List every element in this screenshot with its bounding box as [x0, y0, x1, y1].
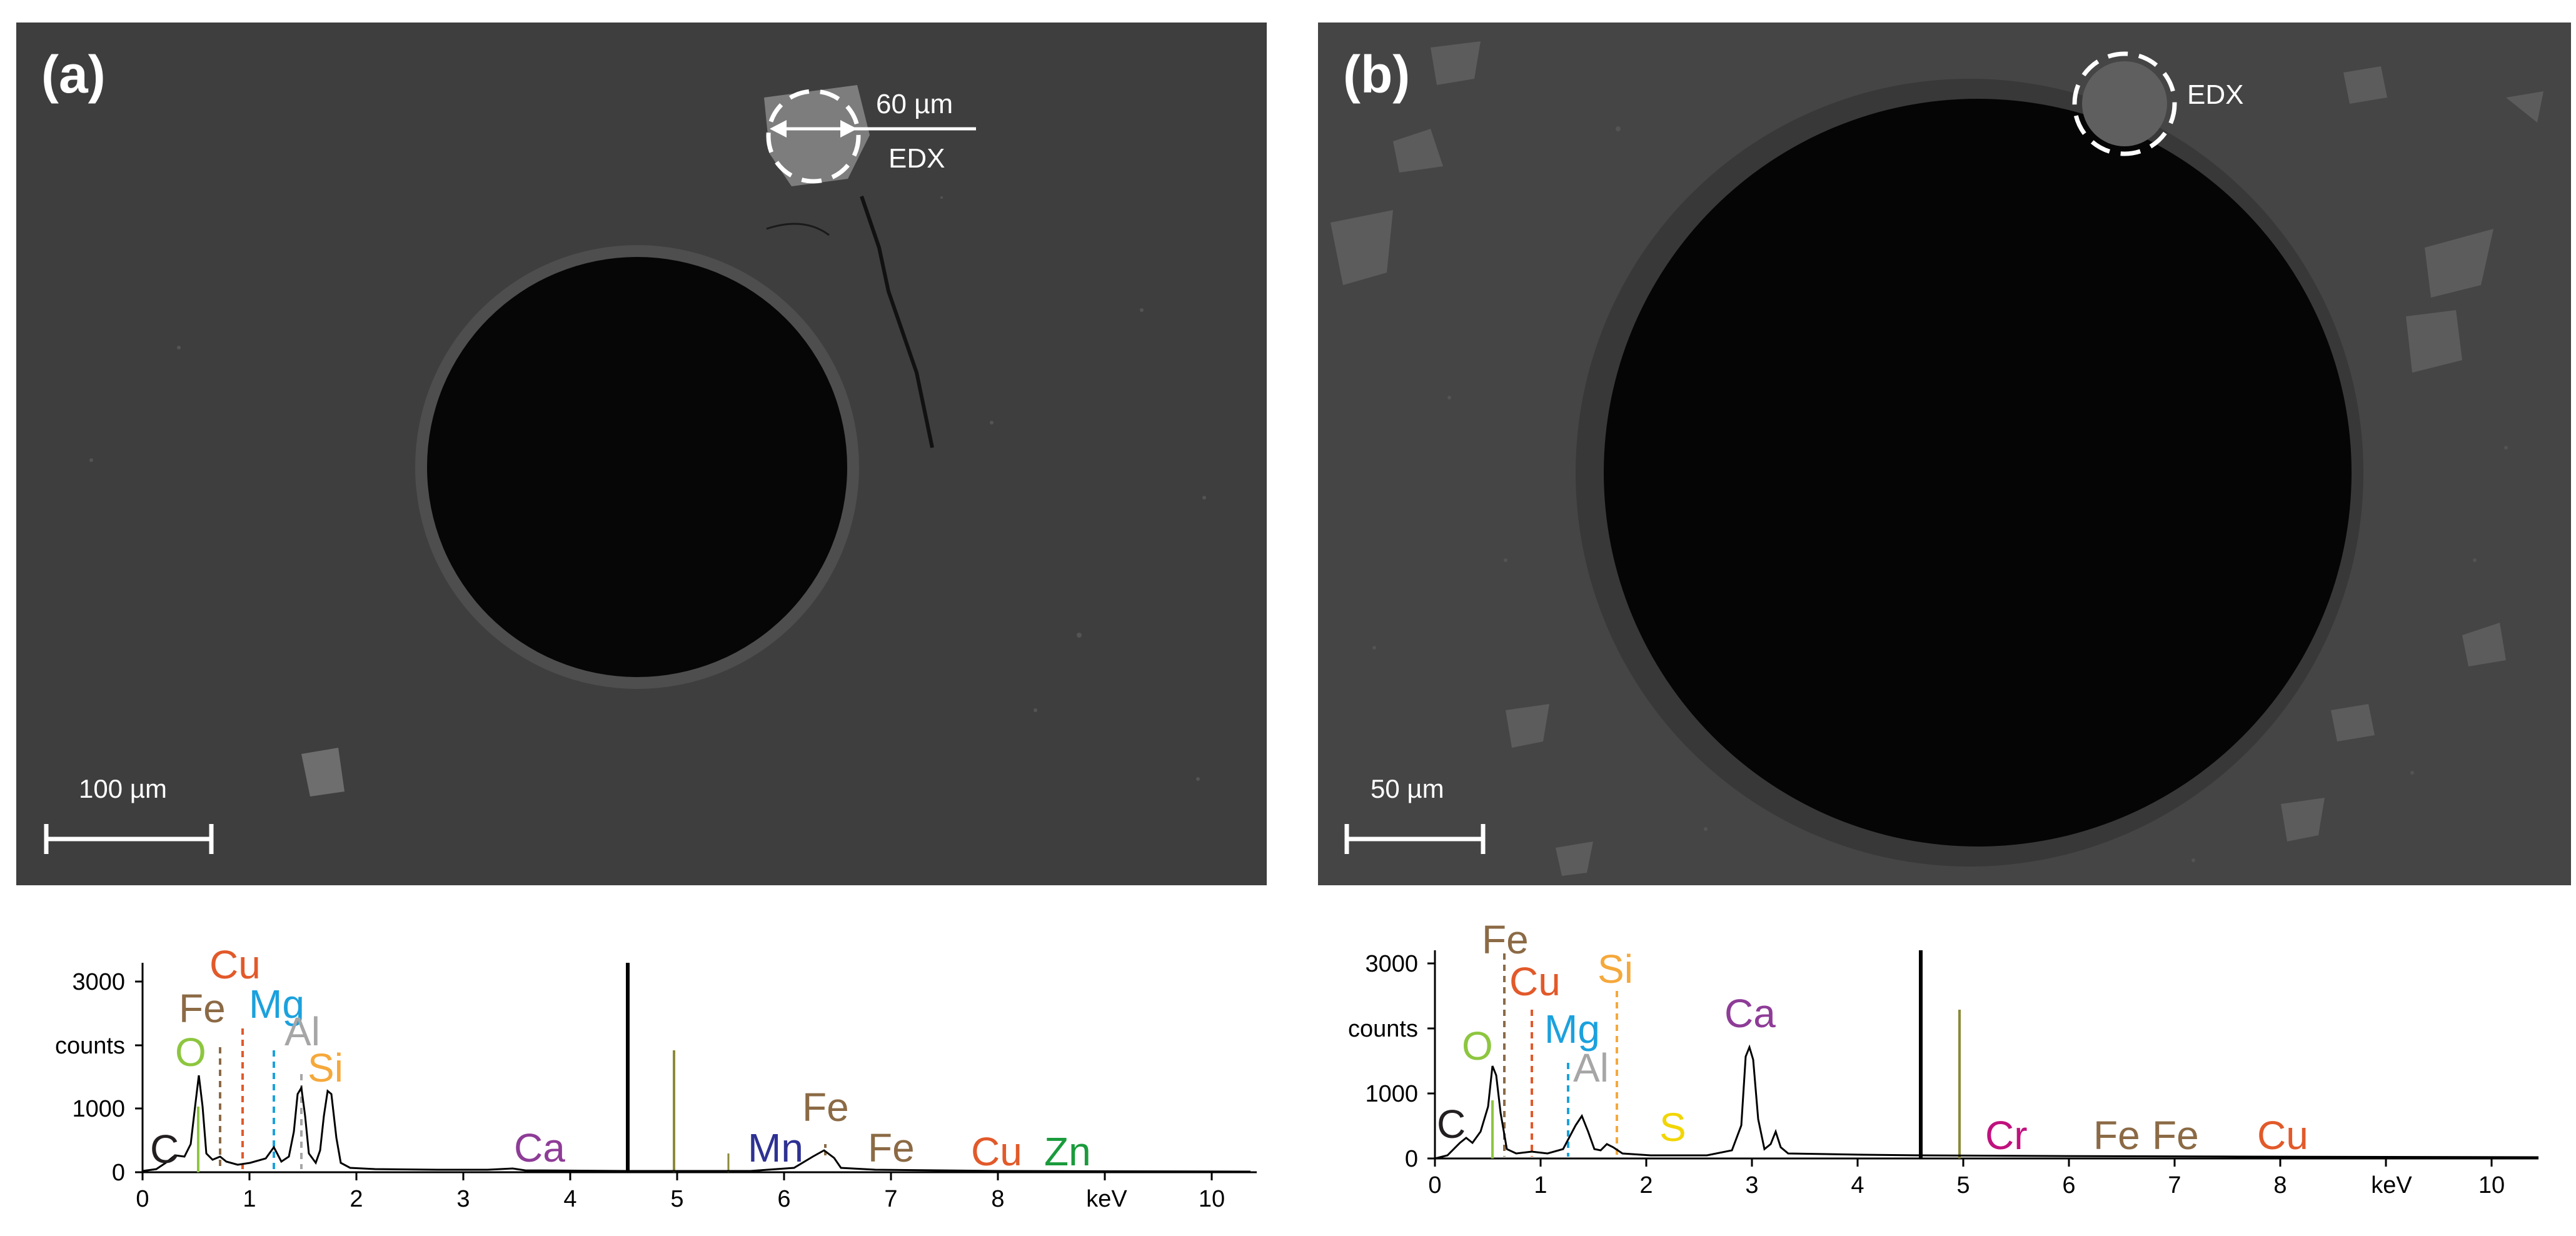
- edx-spectrum-b: 3000 counts 1000 0 0 1 2 3 4 5 6 7 8 keV…: [1301, 900, 2576, 1236]
- x-tick-4-b: 4: [1851, 1172, 1864, 1198]
- x-tick-10-b: 10: [2478, 1172, 2505, 1198]
- y-axis-label-a: counts: [55, 1033, 125, 1059]
- element-C-a: C: [150, 1127, 179, 1172]
- x-tick-unit-a: keV: [1086, 1186, 1127, 1212]
- y-tick-1000-b: 1000: [1365, 1081, 1418, 1107]
- element-Fe2-b: Fe: [2093, 1113, 2140, 1158]
- scale-bar-a: [44, 824, 214, 854]
- particle-a: [764, 85, 870, 186]
- x-tick-7-b: 7: [2168, 1172, 2181, 1198]
- element-Fe2-a: Fe: [802, 1085, 849, 1130]
- panel-label-a: (a): [41, 45, 106, 104]
- element-Cu2-a: Cu: [971, 1129, 1022, 1174]
- x-tick-0-b: 0: [1428, 1172, 1441, 1198]
- edx-label-a: EDX: [888, 143, 945, 174]
- x-tick-3-a: 3: [456, 1186, 470, 1212]
- y-tick-3000-a: 3000: [72, 969, 125, 995]
- surface-specks-a: [89, 196, 1206, 781]
- particle-small-a: [301, 748, 345, 796]
- x-tick-7-a: 7: [884, 1186, 897, 1212]
- x-tick-8-a: 8: [991, 1186, 1004, 1212]
- x-tick-1-a: 1: [243, 1186, 256, 1212]
- element-Cr-b: Cr: [1985, 1113, 2028, 1158]
- debris-flakes-b: [1331, 41, 2543, 876]
- element-Si-a: Si: [308, 1045, 343, 1090]
- spectrum-trace-b: [1434, 1044, 2539, 1160]
- element-Fe3-a: Fe: [868, 1125, 915, 1170]
- edx-spectrum-a: 3000 counts 1000 0 0 1 2 3 4 5 6 7 8 keV…: [0, 900, 1288, 1236]
- y-tick-1000-a: 1000: [72, 1096, 125, 1122]
- x-tick-10-a: 10: [1199, 1186, 1225, 1212]
- x-tick-0-a: 0: [136, 1186, 149, 1212]
- edx-region-b: [2082, 61, 2167, 146]
- element-Zn-a: Zn: [1044, 1129, 1091, 1174]
- hole-a: [427, 257, 847, 677]
- surface-specks-b: [1372, 126, 2508, 862]
- element-Mg-a: Mg: [249, 982, 304, 1027]
- scale-bar-b: [1344, 824, 1486, 854]
- x-tick-5-a: 5: [670, 1186, 683, 1212]
- element-C-b: C: [1437, 1102, 1466, 1147]
- y-tick-0-a: 0: [112, 1160, 125, 1186]
- element-Mg-b: Mg: [1544, 1007, 1600, 1052]
- element-Si-b: Si: [1597, 947, 1633, 992]
- element-S-b: S: [1659, 1105, 1686, 1150]
- scale-bar-label-b: 50 µm: [1371, 774, 1444, 803]
- x-tick-6-a: 6: [777, 1186, 790, 1212]
- x-tick-5-b: 5: [1956, 1172, 1970, 1198]
- scale-bar-label-a: 100 µm: [79, 774, 167, 803]
- element-Ca-b: Ca: [1724, 991, 1776, 1036]
- element-O-b: O: [1462, 1023, 1493, 1068]
- element-Al-b: Al: [1573, 1045, 1609, 1090]
- sem-image-b: EDX (b) 50 µm: [1318, 23, 2571, 885]
- element-Mn-a: Mn: [748, 1125, 803, 1170]
- x-tick-8-b: 8: [2273, 1172, 2287, 1198]
- edx-circle-b: [2072, 51, 2177, 156]
- element-Fe-b: Fe: [1482, 917, 1529, 962]
- measure-label-a: 60 µm: [876, 89, 953, 119]
- element-Ca-a: Ca: [514, 1125, 565, 1170]
- element-Cu-a: Cu: [209, 942, 261, 987]
- spectrum-trace-a: [142, 1075, 1251, 1173]
- element-Fe3-b: Fe: [2152, 1113, 2199, 1158]
- x-tick-2-a: 2: [350, 1186, 363, 1212]
- element-Cu2-b: Cu: [2257, 1113, 2308, 1158]
- x-tick-6-b: 6: [2062, 1172, 2075, 1198]
- sem-image-a: 60 µm EDX (a) 100 µm: [16, 23, 1267, 885]
- x-tick-unit-b: keV: [2371, 1172, 2412, 1198]
- element-Al-a: Al: [284, 1009, 320, 1054]
- edx-circle-a: [766, 89, 861, 184]
- x-tick-1-b: 1: [1534, 1172, 1547, 1198]
- element-Cu-b: Cu: [1509, 959, 1561, 1004]
- x-tick-4-a: 4: [563, 1186, 576, 1212]
- y-tick-0-b: 0: [1405, 1146, 1418, 1172]
- panel-label-b: (b): [1343, 45, 1410, 104]
- x-tick-3-b: 3: [1745, 1172, 1758, 1198]
- x-tick-2-b: 2: [1639, 1172, 1653, 1198]
- element-Fe-a: Fe: [179, 986, 226, 1031]
- edx-label-b: EDX: [2187, 79, 2243, 110]
- hole-b: [1604, 99, 2352, 847]
- y-tick-3000-b: 3000: [1365, 951, 1418, 977]
- crack-a: [860, 196, 934, 448]
- y-axis-label-b: counts: [1348, 1016, 1418, 1042]
- element-O-a: O: [175, 1030, 206, 1075]
